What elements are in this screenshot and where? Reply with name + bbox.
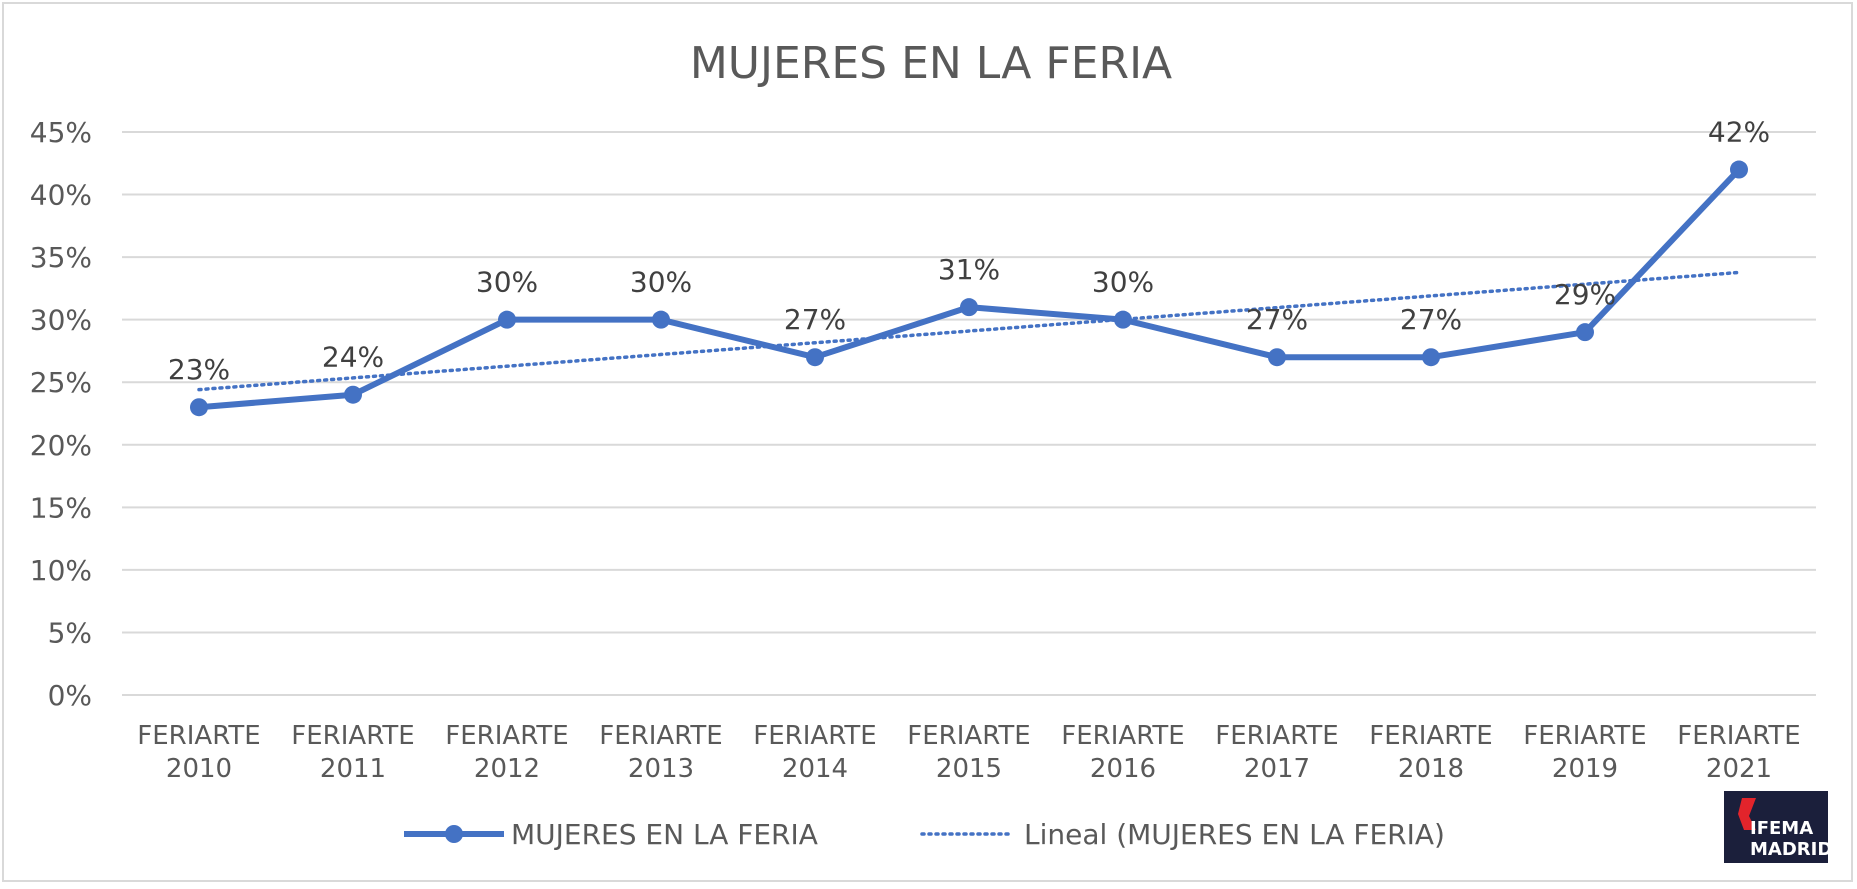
legend-series-label: MUJERES EN LA FERIA xyxy=(511,818,818,851)
data-label: 30% xyxy=(630,266,692,299)
x-tick-label: 2018 xyxy=(1398,754,1464,784)
x-tick-label: 2015 xyxy=(936,754,1002,784)
line-chart: MUJERES EN LA FERIA 0% 5% 10% 15% 20% 25% 30% 3… xyxy=(30,38,1832,863)
x-tick-label: 2011 xyxy=(320,754,386,784)
x-tick-label: FERIARTE xyxy=(1369,721,1492,751)
data-label: 31% xyxy=(938,253,1000,286)
x-tick-label: 2019 xyxy=(1552,754,1618,784)
data-label: 30% xyxy=(476,266,538,299)
data-point xyxy=(806,348,824,367)
x-tick-label: FERIARTE xyxy=(1523,721,1646,751)
legend-series-marker xyxy=(445,825,463,843)
x-tick-label: 2012 xyxy=(474,754,540,784)
data-point xyxy=(1422,348,1440,367)
chart-title: MUJERES EN LA FERIA xyxy=(690,38,1172,89)
data-label: 42% xyxy=(1708,116,1770,149)
x-tick-label: 2013 xyxy=(628,754,694,784)
y-tick-label: 15% xyxy=(30,491,92,524)
data-label: 27% xyxy=(784,303,846,336)
x-tick-label: FERIARTE xyxy=(291,721,414,751)
data-label: 27% xyxy=(1400,303,1462,336)
ifema-madrid-logo: IFEMA MADRID xyxy=(1724,791,1832,863)
x-axis-ticks: FERIARTE2010FERIARTE2011FERIARTE2012FERI… xyxy=(137,721,1800,784)
legend: MUJERES EN LA FERIA Lineal (MUJERES EN L… xyxy=(404,818,1445,851)
data-point xyxy=(1730,160,1748,179)
data-label: 24% xyxy=(322,341,384,374)
data-label: 30% xyxy=(1092,266,1154,299)
data-point xyxy=(1576,323,1594,342)
y-tick-label: 10% xyxy=(30,554,92,587)
x-tick-label: FERIARTE xyxy=(1677,721,1800,751)
trendline xyxy=(197,270,1741,392)
legend-trend-label: Lineal (MUJERES EN LA FERIA) xyxy=(1024,818,1445,851)
data-point xyxy=(344,385,362,404)
x-tick-label: 2021 xyxy=(1706,754,1772,784)
data-point xyxy=(190,398,208,417)
data-point xyxy=(498,310,516,329)
data-point xyxy=(652,310,670,329)
x-tick-label: FERIARTE xyxy=(445,721,568,751)
x-tick-label: FERIARTE xyxy=(1215,721,1338,751)
x-tick-label: FERIARTE xyxy=(907,721,1030,751)
y-tick-label: 40% xyxy=(30,179,92,212)
x-tick-label: 2017 xyxy=(1244,754,1310,784)
x-tick-label: FERIARTE xyxy=(599,721,722,751)
data-point xyxy=(960,298,978,317)
data-label: 27% xyxy=(1246,303,1308,336)
x-tick-label: FERIARTE xyxy=(137,721,260,751)
x-tick-label: FERIARTE xyxy=(753,721,876,751)
data-label: 29% xyxy=(1554,278,1616,311)
y-tick-label: 35% xyxy=(30,241,92,274)
x-tick-label: 2016 xyxy=(1090,754,1156,784)
logo-text-line2: MADRID xyxy=(1750,839,1832,860)
x-tick-label: FERIARTE xyxy=(1061,721,1184,751)
x-tick-label: 2010 xyxy=(166,754,232,784)
y-axis-ticks: 0% 5% 10% 15% 20% 25% 30% 35% 40% 45% xyxy=(30,116,92,712)
y-tick-label: 25% xyxy=(30,366,92,399)
logo-red-mark xyxy=(1738,798,1756,830)
y-tick-label: 20% xyxy=(30,429,92,462)
series-line xyxy=(190,160,1748,417)
data-label: 23% xyxy=(168,353,230,386)
trendline-path xyxy=(197,270,1741,392)
y-tick-label: 5% xyxy=(48,616,92,649)
y-tick-label: 0% xyxy=(48,679,92,712)
y-tick-label: 45% xyxy=(30,116,92,149)
logo-text-line1: IFEMA xyxy=(1750,818,1813,839)
data-point xyxy=(1114,310,1132,329)
gridlines xyxy=(122,131,1816,696)
data-point xyxy=(1268,348,1286,367)
x-tick-label: 2014 xyxy=(782,754,848,784)
y-tick-label: 30% xyxy=(30,304,92,337)
data-labels: 23% 24% 30% 30% 27% 31% 30% 27% 27% 29% 42% xyxy=(168,116,1770,387)
